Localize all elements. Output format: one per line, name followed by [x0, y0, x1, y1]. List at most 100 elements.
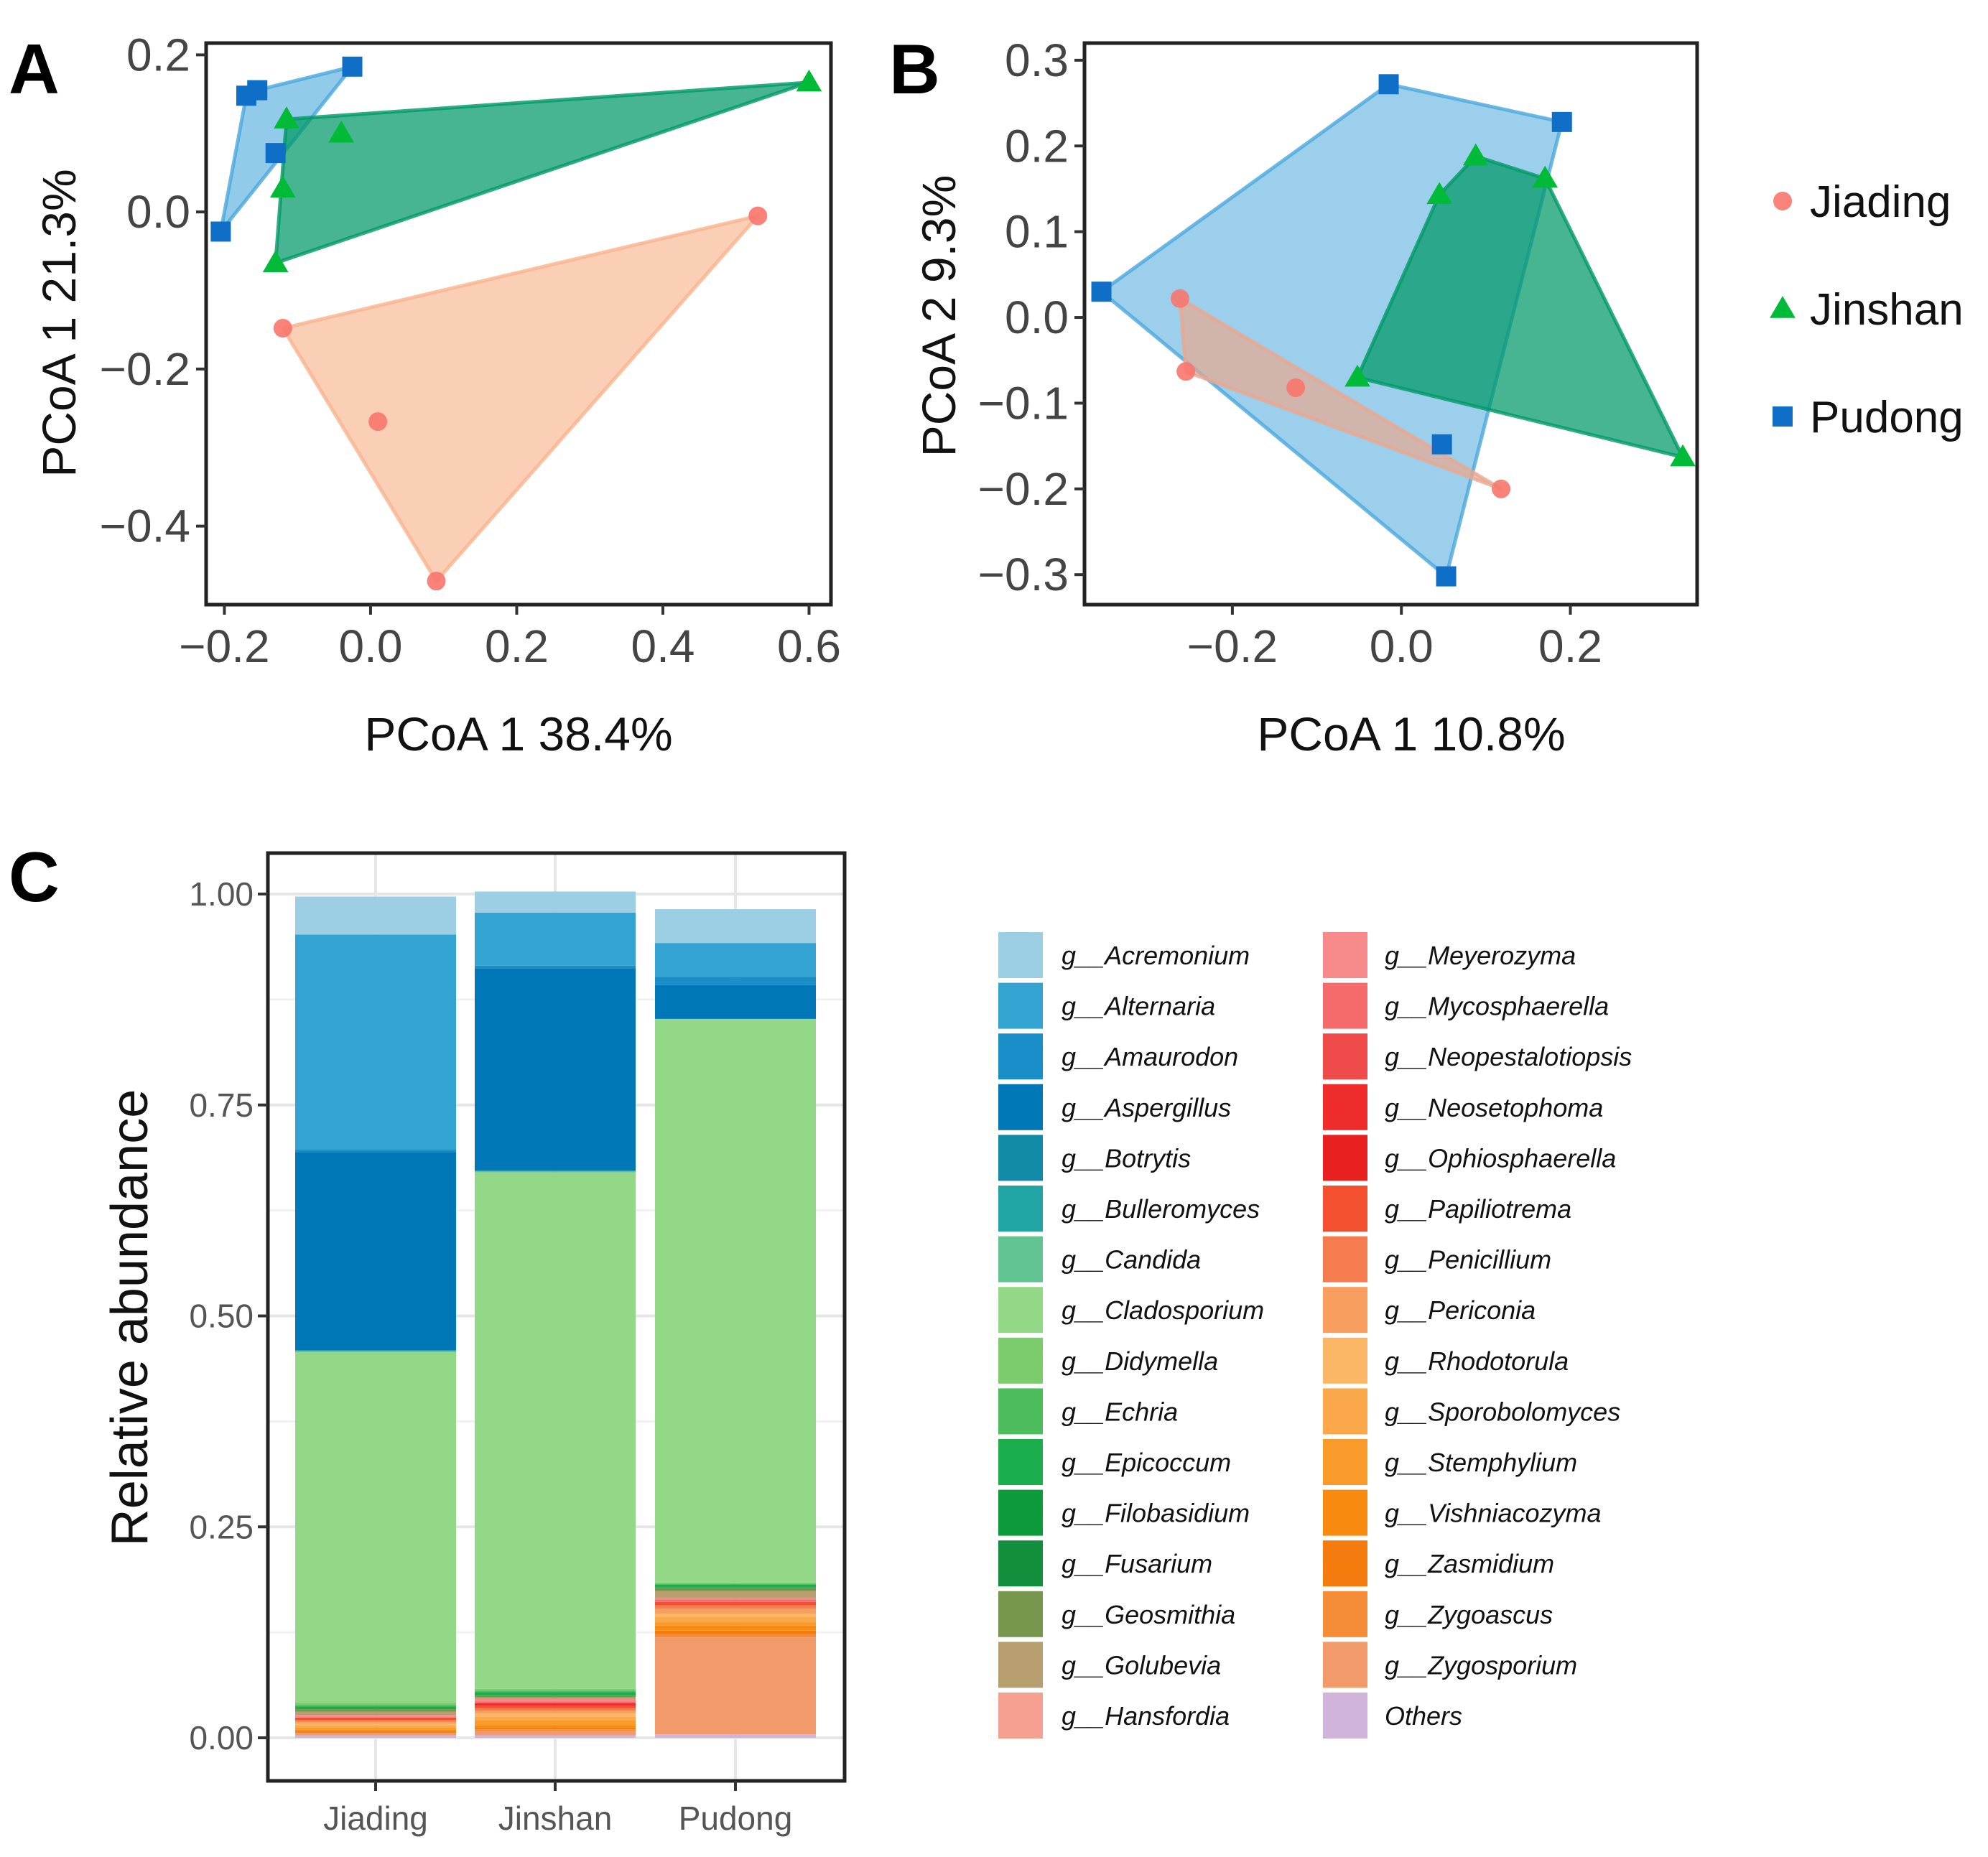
segment-g-cladosporium	[655, 1018, 816, 1583]
bar-pudong	[655, 909, 816, 1738]
segment-g-mycosphaerella	[475, 1701, 636, 1703]
y-tick-label: −0.3	[978, 549, 1069, 600]
legend-label: g__Neosetophoma	[1385, 1093, 1603, 1122]
point-jinshan-3	[328, 120, 355, 143]
segment-g-amaurodon	[475, 965, 636, 969]
legend-item-g-neosetophoma: g__Neosetophoma	[1323, 1084, 1603, 1130]
panel-b-hulls	[1100, 82, 1685, 579]
hull-jiading	[281, 214, 760, 583]
segment-g-echria	[475, 1690, 636, 1693]
panel-label-b: B	[889, 29, 940, 108]
legend-label: Others	[1385, 1701, 1462, 1731]
panel-a-x-ticks: −0.2 0.0 0.2 0.4 0.6	[179, 605, 841, 672]
hull-jiading	[1178, 297, 1503, 491]
legend-swatch	[998, 1388, 1043, 1435]
segment-g-golubevia	[295, 1711, 456, 1716]
legend-swatch	[1323, 1084, 1367, 1130]
segment-g-zasmidium	[295, 1731, 456, 1733]
legend-swatch	[998, 932, 1043, 978]
legend-swatch	[1323, 1489, 1367, 1536]
legend-swatch	[998, 1084, 1043, 1130]
panel-a-y-ticks: 0.2 0.0 −0.2 −0.4	[100, 29, 206, 552]
legend-swatch	[1323, 1186, 1367, 1232]
segment-g-didymella	[295, 1702, 456, 1705]
segment-g-epicoccum	[655, 1584, 816, 1588]
legend-item-g-sporobolomyces: g__Sporobolomyces	[1323, 1388, 1620, 1435]
segment-g-meyerozyma	[655, 1597, 816, 1600]
segment-g-vishniacozyma	[475, 1725, 636, 1728]
legend-label: g__Mycosphaerella	[1385, 992, 1609, 1021]
segment-g-penicillium	[295, 1720, 456, 1722]
segment-g-alternaria	[655, 943, 816, 977]
segment-g-alternaria	[295, 934, 456, 1150]
x-tick-label: Jiading	[323, 1800, 428, 1837]
segment-g-zygoascus	[655, 1634, 816, 1638]
legend-item-g-zygosporium: g__Zygosporium	[1323, 1642, 1577, 1688]
legend-label: g__Zasmidium	[1385, 1549, 1554, 1578]
x-tick-label: Jinshan	[498, 1800, 613, 1837]
panel-b-x-ticks: −0.2 0.0 0.2	[1187, 605, 1602, 672]
legend-item-g-fusarium: g__Fusarium	[998, 1540, 1212, 1587]
y-tick-label: 0.0	[1005, 292, 1069, 343]
segment-g-aspergillus	[295, 1152, 456, 1351]
legend-swatch	[1323, 1388, 1367, 1435]
point-jinshan-1	[1462, 143, 1489, 166]
legend-item-g-mycosphaerella: g__Mycosphaerella	[1323, 982, 1609, 1029]
segment-g-epicoccum	[295, 1706, 456, 1710]
y-tick-label: −0.2	[978, 463, 1069, 515]
legend-item-g-ophiosphaerella: g__Ophiosphaerella	[1323, 1135, 1616, 1181]
y-tick-label: 1.00	[189, 875, 254, 913]
segment-g-geosmithia	[295, 1709, 456, 1712]
x-tick-label: −0.2	[179, 620, 269, 672]
legend-label: g__Bulleromyces	[1062, 1194, 1260, 1224]
legend-item-g-zygoascus: g__Zygoascus	[1323, 1591, 1553, 1637]
segment-g-zygosporium	[655, 1637, 816, 1735]
x-tick-label: 0.2	[485, 620, 549, 672]
legend-label: g__Penicillium	[1385, 1245, 1551, 1275]
segment-g-acremonium	[475, 891, 636, 913]
segment-g-neosetophoma	[475, 1703, 636, 1706]
y-tick-label: 0.0	[126, 186, 190, 238]
legend-swatch	[998, 1033, 1043, 1080]
panel-b-scatter: −0.2 0.0 0.2 0.3 0.2 0.1 0.0 −0.1 −0.2 −0.3 PCoA…	[912, 34, 1699, 760]
panel-a-frame	[204, 41, 833, 607]
y-tick-label: 0.1	[1005, 206, 1069, 258]
segment-g-periconia	[655, 1609, 816, 1614]
y-tick-label: 0.25	[189, 1508, 254, 1545]
legend-swatch	[998, 1186, 1043, 1232]
panel-b-points	[1091, 74, 1696, 587]
point-pudong-5	[210, 221, 231, 242]
legend-item-g-bulleromyces: g__Bulleromyces	[998, 1186, 1260, 1232]
segment-g-amaurodon	[295, 1150, 456, 1153]
legend-label: g__Aspergillus	[1062, 1093, 1231, 1122]
legend-label: g__Sporobolomyces	[1385, 1397, 1620, 1426]
point-pudong-1	[1378, 74, 1399, 95]
legend-label: g__Amaurodon	[1062, 1042, 1238, 1071]
legend-label: g__Fusarium	[1062, 1549, 1212, 1578]
segment-g-zasmidium	[655, 1630, 816, 1634]
legend-swatch	[1323, 1591, 1367, 1637]
point-jiading-1	[1170, 289, 1189, 308]
legend-label: g__Zygoascus	[1385, 1600, 1553, 1629]
y-tick-label: −0.4	[100, 501, 190, 552]
y-tick-label: −0.1	[978, 377, 1069, 429]
segment-g-periconia	[475, 1711, 636, 1713]
legend-label: g__Geosmithia	[1062, 1600, 1235, 1629]
x-tick-label: 0.0	[338, 620, 402, 672]
legend-item-g-cladosporium: g__Cladosporium	[998, 1287, 1264, 1334]
legend-item-g-zasmidium: g__Zasmidium	[1323, 1540, 1554, 1587]
segment-g-rhodotorula	[295, 1723, 456, 1726]
x-tick-label: 0.4	[631, 620, 695, 672]
legend-label: g__Rhodotorula	[1385, 1346, 1569, 1376]
legend-swatch	[1323, 1236, 1367, 1283]
panel-b-y-axis-label: PCoA 2 9.3%	[912, 175, 965, 457]
segment-g-epicoccum	[475, 1692, 636, 1696]
segment-g-didymella	[475, 1688, 636, 1691]
genus-legend: g__Acremonium g__Alternaria g__Amaurodon g_…	[998, 932, 1632, 1739]
legend-key-pudong	[1773, 406, 1793, 427]
x-tick-label: 0.2	[1538, 620, 1602, 672]
segment-g-rhodotorula	[655, 1614, 816, 1617]
legend-label: g__Botrytis	[1062, 1143, 1191, 1173]
segment-g-stemphylium	[655, 1622, 816, 1626]
point-jiading-1	[748, 206, 768, 225]
